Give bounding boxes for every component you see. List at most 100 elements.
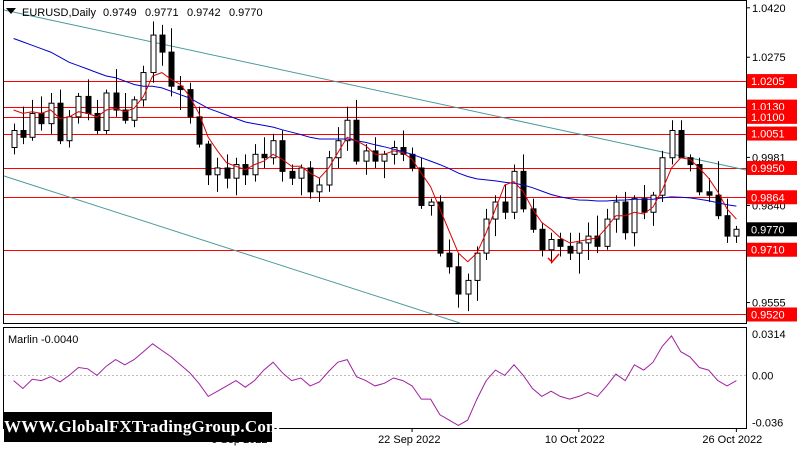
level-tag-6-bg [747, 242, 797, 257]
candle-body-21 [205, 143, 212, 176]
candle-body-68 [641, 198, 648, 213]
watermark: WWW.GlobalFXTradingGroup.Com [4, 412, 280, 442]
level-tag-0-label: 1.0205 [751, 76, 785, 88]
header-low: 0.9742 [187, 7, 221, 19]
candle-body-72 [678, 129, 685, 159]
candle-body-69 [650, 194, 657, 213]
marlin-line [13, 335, 737, 426]
candle-body-11 [113, 92, 120, 111]
candle-body-33 [316, 184, 323, 193]
indicator-tick-label-2: -0.036 [752, 418, 783, 430]
channel-upper-line [3, 9, 747, 171]
level-tag-7-bg [747, 307, 797, 322]
level-tag-3-bg [747, 126, 797, 141]
candle-body-66 [622, 201, 629, 234]
level-tag-0-bg [747, 74, 797, 89]
level-tag-5-label: 0.9864 [751, 192, 785, 204]
candle-body-48 [455, 266, 462, 295]
current-price-tag-label: 0.9770 [751, 224, 785, 236]
oscillator-layer [4, 335, 746, 426]
candle-body-78 [733, 228, 740, 237]
candle-body-70 [659, 157, 666, 196]
candle-body-38 [363, 150, 370, 162]
candle-body-43 [409, 153, 416, 169]
indicator-tick-label-0: 0.0314 [752, 329, 786, 341]
current-price-tag-bg [747, 222, 797, 237]
candle-body-29 [279, 140, 286, 172]
date-tick-label-1: 22 Sep 2022 [378, 434, 440, 446]
indicator-tick-label-1: 0.00 [752, 370, 773, 382]
candle-body-5 [57, 102, 64, 142]
candle-body-28 [270, 140, 277, 159]
price-tags: 1.02051.01301.01001.00510.99500.98640.97… [747, 74, 797, 322]
candle-body-55 [520, 170, 527, 210]
candle-body-45 [428, 201, 435, 206]
header-high: 0.9771 [145, 7, 179, 19]
candle-body-44 [418, 167, 425, 206]
candle-body-3 [38, 112, 45, 125]
candles-layer [11, 21, 740, 312]
price-tick-label-4: 0.9555 [752, 298, 786, 310]
candle-body-2 [29, 112, 36, 138]
candle-body-64 [604, 218, 611, 247]
candle-body-75 [706, 191, 713, 196]
candle-body-74 [696, 164, 703, 193]
candle-body-22 [214, 167, 221, 176]
candle-body-56 [530, 208, 537, 230]
candle-body-13 [131, 99, 138, 121]
candle-body-39 [372, 150, 379, 162]
candle-body-40 [381, 153, 388, 162]
level-tag-4-bg [747, 160, 797, 175]
candle-body-35 [335, 140, 342, 159]
candle-body-12 [122, 109, 129, 121]
candle-body-50 [474, 252, 481, 281]
candle-body-49 [465, 279, 472, 295]
candle-body-73 [687, 157, 694, 166]
level-tag-3-label: 1.0051 [751, 129, 785, 141]
candle-body-1 [20, 129, 27, 138]
date-tick-label-3: 26 Oct 2022 [702, 434, 762, 446]
candle-body-31 [298, 167, 305, 179]
candle-body-46 [437, 201, 444, 254]
candle-body-63 [594, 235, 601, 247]
candle-body-8 [85, 95, 92, 114]
date-tick-label-2: 10 Oct 2022 [545, 434, 605, 446]
candle-body-36 [344, 119, 351, 142]
candle-body-19 [187, 89, 194, 118]
candle-body-24 [233, 164, 240, 179]
candle-body-15 [150, 34, 157, 74]
candle-body-20 [196, 116, 203, 145]
header-open: 0.9749 [103, 7, 137, 19]
channel-lower-line [3, 175, 461, 324]
candle-body-34 [326, 157, 333, 186]
candle-body-58 [548, 239, 555, 251]
level-tag-2-bg [747, 109, 797, 124]
candle-body-60 [567, 245, 574, 254]
candle-body-76 [715, 194, 722, 217]
candle-body-65 [613, 201, 620, 220]
candle-body-7 [75, 95, 82, 118]
level-tag-7-label: 0.9520 [751, 309, 785, 321]
header-symbol: EURUSD,Daily [22, 7, 96, 19]
candle-body-59 [557, 239, 564, 247]
ma-blue-line [13, 38, 737, 207]
candle-body-30 [289, 170, 296, 179]
indicator-pane-border [3, 327, 747, 429]
price-axis: 1.04201.02750.99810.98400.95550.03140.00… [746, 3, 786, 430]
level-tag-2-label: 1.0100 [751, 112, 785, 124]
candle-body-67 [631, 198, 638, 234]
candle-body-6 [66, 116, 73, 142]
horizontal-levels [4, 81, 746, 315]
indicator-label: Marlin -0.0040 [8, 334, 78, 346]
collapse-triangle-icon[interactable] [6, 8, 16, 14]
moving-averages [13, 38, 737, 263]
candle-body-53 [502, 201, 509, 213]
candle-body-54 [511, 170, 518, 213]
candle-body-16 [159, 34, 166, 53]
candle-body-23 [224, 167, 231, 179]
candle-body-0 [11, 129, 18, 149]
level-tag-5-bg [747, 190, 797, 205]
main-pane-border [3, 0, 747, 324]
